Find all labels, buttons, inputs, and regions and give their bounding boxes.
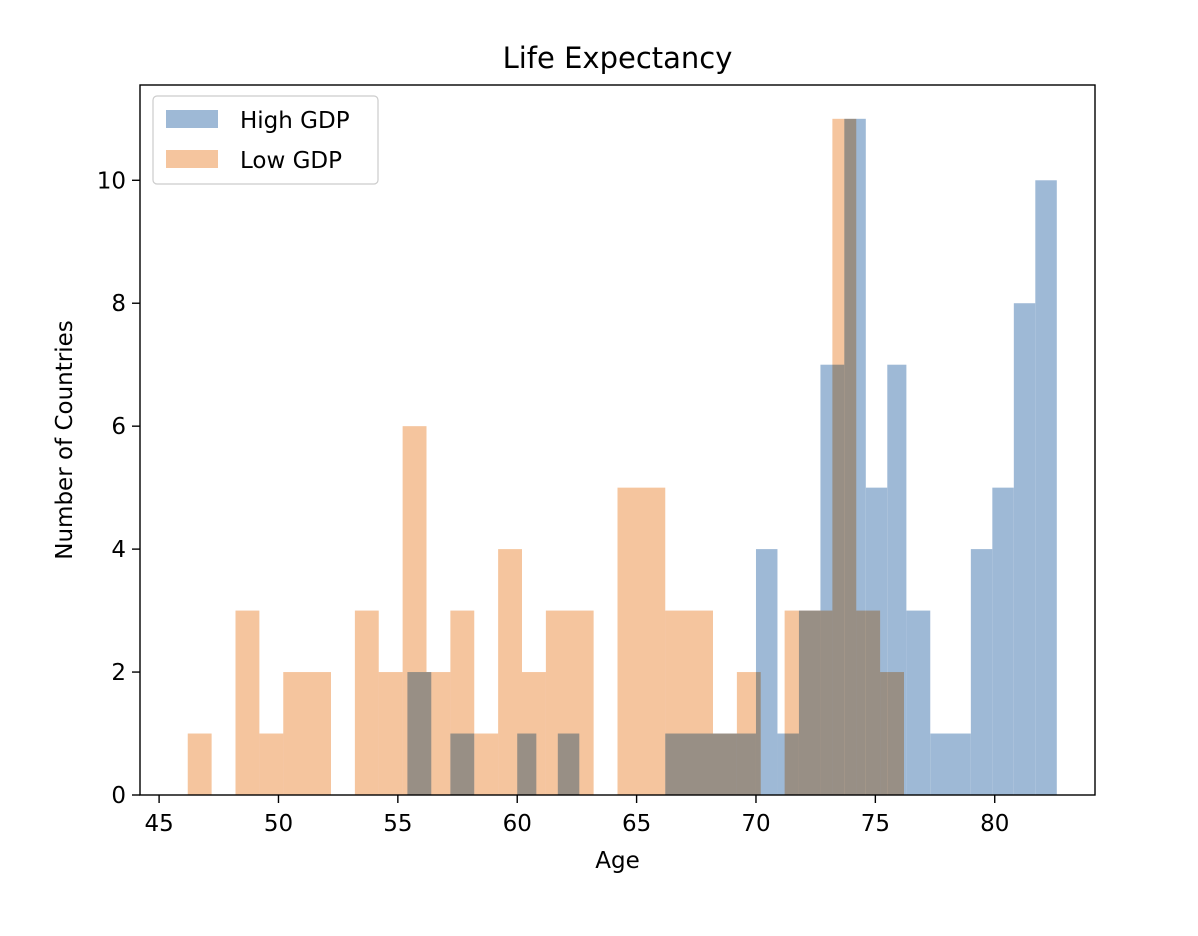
x-tick-label: 60 [503, 811, 532, 837]
y-axis-ticks: 0 2 4 6 8 10 [97, 168, 140, 809]
plot-area-frame [139, 84, 1096, 796]
histogram-bar-low-gdp [474, 733, 499, 795]
legend-label-high-gdp: High GDP [240, 108, 350, 134]
x-tick-label: 55 [383, 811, 412, 837]
histogram-bar-low-gdp [450, 610, 475, 795]
histogram-bar-high-gdp [992, 487, 1014, 795]
legend-swatch-high-gdp [166, 110, 218, 128]
histogram-bar-low-gdp [378, 672, 403, 795]
histogram-bar-low-gdp [617, 487, 666, 795]
bars-layer [187, 118, 1057, 796]
legend-swatch-low-gdp [166, 150, 218, 168]
histogram-bar-low-gdp [880, 672, 904, 795]
histogram-bar-low-gdp [402, 426, 427, 795]
histogram-bar-low-gdp [498, 549, 522, 795]
histogram-bar-low-gdp [283, 672, 331, 795]
x-tick-label: 45 [144, 811, 173, 837]
histogram-bar-low-gdp [665, 610, 713, 795]
histogram-bar-low-gdp [784, 610, 809, 795]
histogram-bar-low-gdp [736, 672, 761, 795]
y-axis-label: Number of Countries [52, 320, 78, 559]
histogram-bar-high-gdp [970, 549, 993, 795]
histogram-bar-low-gdp [522, 672, 546, 795]
y-tick-label: 4 [111, 537, 126, 563]
legend: High GDP Low GDP [152, 95, 379, 185]
histogram-bar-low-gdp [856, 610, 881, 795]
histogram-bar-high-gdp [1013, 303, 1036, 795]
histogram-bar-low-gdp [426, 672, 451, 795]
histogram-bar-high-gdp [1035, 180, 1057, 796]
histogram-bar-low-gdp [259, 733, 284, 795]
x-tick-label: 75 [861, 811, 890, 837]
x-tick-label: 80 [980, 811, 1009, 837]
y-tick-label: 10 [97, 168, 126, 194]
x-tick-label: 65 [622, 811, 651, 837]
x-tick-label: 50 [264, 811, 293, 837]
histogram-bar-high-gdp [755, 549, 778, 795]
y-tick-label: 6 [111, 414, 126, 440]
histogram-bar-low-gdp [187, 733, 212, 795]
x-axis-ticks: 45 50 55 60 65 70 75 80 [144, 795, 1009, 837]
legend-label-low-gdp: Low GDP [240, 148, 342, 174]
y-tick-label: 0 [111, 783, 126, 809]
x-axis-label: Age [595, 848, 639, 874]
histogram-bar-high-gdp [930, 733, 971, 795]
x-tick-label: 70 [741, 811, 770, 837]
histogram-bar-low-gdp [832, 118, 857, 796]
histogram-bar-low-gdp [713, 733, 737, 795]
histogram-bar-low-gdp [808, 610, 833, 795]
chart-title: Life Expectancy [503, 41, 733, 75]
histogram-bar-high-gdp [906, 610, 931, 795]
histogram-bar-low-gdp [354, 610, 379, 795]
histogram-bar-low-gdp [235, 610, 260, 795]
y-tick-label: 8 [111, 291, 126, 317]
histogram-bar-low-gdp [545, 610, 594, 795]
y-tick-label: 2 [111, 660, 126, 686]
